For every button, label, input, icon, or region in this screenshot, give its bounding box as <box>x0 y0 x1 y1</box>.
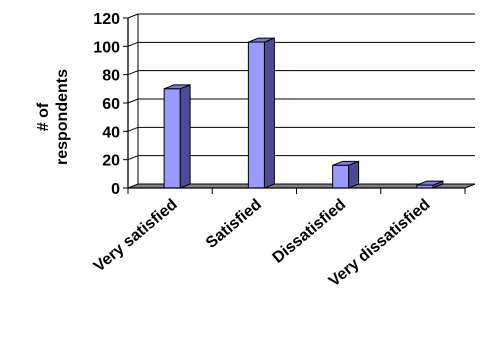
bars <box>163 37 444 189</box>
y-tick-label: 20 <box>102 153 120 170</box>
grid-lines <box>127 13 475 161</box>
gridline-depth <box>127 155 139 161</box>
x-tick-label: Dissatisfied <box>269 196 349 267</box>
gridline-depth <box>127 98 139 104</box>
gridline-depth <box>127 13 139 19</box>
x-tick-label: Very satisfied <box>91 196 181 275</box>
y-tick-label: 0 <box>111 181 120 198</box>
gridline-depth <box>127 41 139 47</box>
x-tick-labels: Very satisfied Satisfied DissatisfiedVery … <box>91 196 434 290</box>
bar-side <box>348 160 360 189</box>
y-tick-label: 80 <box>102 68 120 85</box>
bar <box>247 37 275 189</box>
axes <box>123 14 466 194</box>
gridline-depth <box>127 126 139 132</box>
bar-side <box>179 84 191 189</box>
bar-front <box>332 164 350 189</box>
bar-front <box>247 41 265 189</box>
bar <box>416 180 444 189</box>
x-tick-label: Satisfied <box>203 196 265 252</box>
bar-side <box>263 37 275 189</box>
y-tick-label: 60 <box>102 96 120 113</box>
bar <box>163 84 191 189</box>
y-tick-label: 100 <box>93 39 120 56</box>
y-tick-label: 40 <box>102 124 120 141</box>
y-tick-labels: 0 20 40 60 80 100 120 <box>93 11 120 198</box>
gridline-depth <box>127 70 139 76</box>
y-tick-label: 120 <box>93 11 120 28</box>
bar <box>332 160 360 189</box>
bar-front <box>163 88 181 189</box>
